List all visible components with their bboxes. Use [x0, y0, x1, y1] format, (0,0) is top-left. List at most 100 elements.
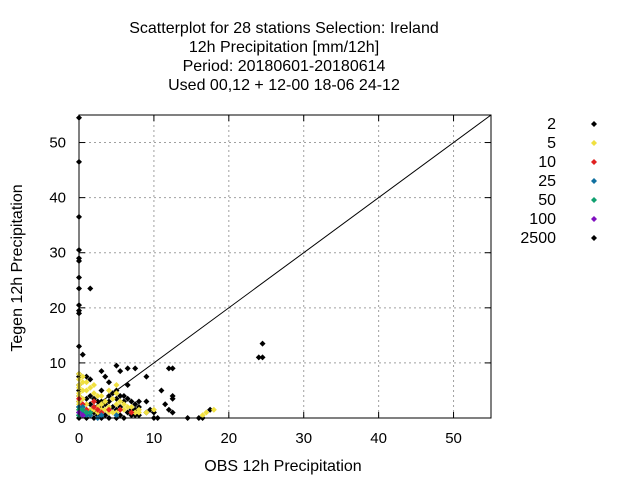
data-point-s1-30: [98, 401, 105, 408]
data-point-s1-18: [83, 401, 90, 408]
x-tick-label-0: 0: [75, 430, 83, 447]
data-point-s2-9: [128, 409, 135, 416]
data-point-s0-70: [124, 409, 131, 416]
y-tick-label-5: 50: [49, 135, 66, 152]
data-point-s0-63: [117, 412, 124, 419]
data-point-s1-48: [128, 403, 135, 410]
legend-label-3: 25: [538, 173, 556, 190]
data-point-s0-61: [117, 392, 124, 399]
data-point-s0-28: [87, 401, 94, 408]
data-point-s1-34: [105, 387, 112, 394]
data-point-s1-26: [94, 392, 101, 399]
data-point-s1-47: [124, 403, 131, 410]
data-point-s1-46: [120, 406, 127, 413]
data-point-s0-49: [105, 392, 112, 399]
data-point-s0-23: [87, 285, 94, 292]
data-point-s5-1: [79, 412, 86, 419]
y-tick-label-1: 10: [49, 355, 66, 372]
y-tick-label-3: 30: [49, 245, 66, 262]
plot-frame: [78, 114, 492, 419]
data-point-s4-3: [83, 409, 90, 416]
diagonal-reference-line: [78, 114, 492, 419]
data-point-s1-38: [109, 409, 116, 416]
x-tick-label-2: 20: [220, 430, 237, 447]
data-point-s0-101: [259, 340, 266, 347]
data-point-s2-8: [117, 406, 124, 413]
data-point-s0-54: [109, 403, 116, 410]
data-point-s0-53: [109, 390, 116, 397]
chart-title: Scatterplot for 28 stations Selection: I…: [129, 20, 439, 94]
data-point-s0-89: [162, 401, 169, 408]
legend-marker-1: [591, 140, 597, 146]
data-point-s0-82: [143, 398, 150, 405]
data-point-s1-45: [120, 401, 127, 408]
legend-label-1: 5: [547, 135, 556, 152]
data-point-s1-33: [102, 406, 109, 413]
x-tick-label-5: 50: [445, 430, 462, 447]
legend-label-2: 10: [538, 154, 556, 171]
data-point-s1-53: [150, 406, 157, 413]
data-point-s0-25: [87, 376, 94, 383]
data-point-s1-11: [79, 379, 86, 386]
title-line-1: Scatterplot for 28 stations Selection: I…: [129, 20, 439, 37]
data-point-s0-99: [207, 406, 214, 413]
y-tick-label-0: 0: [58, 410, 66, 427]
data-point-s0-50: [105, 398, 112, 405]
title-line-4: Used 00,12 + 12-00 18-06 24-12: [168, 77, 400, 94]
data-point-s1-49: [132, 409, 139, 416]
data-point-s1-55: [203, 409, 210, 416]
data-point-s1-56: [210, 406, 217, 413]
x-axis-label: OBS 12h Precipitation: [204, 458, 361, 475]
data-point-s0-24: [83, 373, 90, 380]
data-point-s0-45: [102, 373, 109, 380]
x-tick-label-3: 30: [295, 430, 312, 447]
data-point-s0-95: [169, 409, 176, 416]
data-point-s1-39: [113, 381, 120, 388]
x-tick-labels: 0 10 20 30 40 50: [75, 430, 462, 447]
y-axis-label: Tegen 12h Precipitation: [9, 184, 26, 351]
data-point-s1-22: [90, 381, 97, 388]
data-point-s0-55: [113, 362, 120, 369]
data-point-s2-4: [90, 403, 97, 410]
data-point-s0-92: [169, 365, 176, 372]
y-tick-labels: 0 10 20 30 40 50: [49, 135, 66, 427]
x-tick-label-1: 10: [146, 430, 163, 447]
data-point-s1-23: [90, 390, 97, 397]
data-points: [76, 114, 266, 421]
data-point-s0-71: [128, 398, 135, 405]
data-point-s4-4: [87, 409, 94, 416]
legend-label-0: 2: [547, 116, 556, 133]
data-point-s1-16: [83, 379, 90, 386]
data-point-s1-32: [102, 398, 109, 405]
y-tick-label-2: 20: [49, 300, 66, 317]
legend-label-5: 100: [529, 211, 556, 228]
legend-marker-0: [591, 121, 597, 127]
data-point-s1-41: [113, 401, 120, 408]
x-tick-label-4: 40: [370, 430, 387, 447]
data-point-s0-12: [79, 351, 86, 358]
data-point-s2-5: [94, 406, 101, 413]
data-point-s0-90: [165, 365, 172, 372]
data-point-s0-27: [83, 395, 90, 402]
data-point-s0-57: [113, 395, 120, 402]
data-point-s1-20: [87, 384, 94, 391]
data-point-s0-26: [87, 392, 94, 399]
data-point-s2-7: [105, 406, 112, 413]
y-tick-label-4: 40: [49, 190, 66, 207]
data-point-s1-10: [79, 373, 86, 380]
title-line-3: Period: 20180601-20180614: [183, 58, 386, 75]
legend-marker-5: [591, 216, 597, 222]
grid-lines: [79, 115, 491, 418]
data-point-s0-102: [259, 354, 266, 361]
data-point-s1-54: [199, 412, 206, 419]
data-point-s0-67: [124, 365, 131, 372]
legend-label-4: 50: [538, 192, 556, 209]
data-point-s0-47: [102, 412, 109, 419]
data-point-s1-51: [135, 409, 142, 416]
legend-marker-4: [591, 197, 597, 203]
data-point-s3-10: [113, 412, 120, 419]
legend-label-6: 2500: [520, 230, 556, 247]
data-point-s0-39: [98, 368, 105, 375]
data-point-s0-40: [98, 387, 105, 394]
